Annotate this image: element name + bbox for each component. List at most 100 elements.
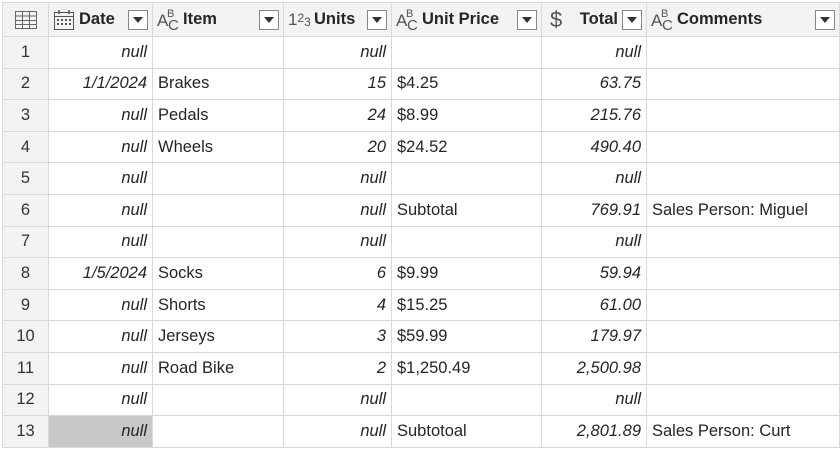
calendar-icon[interactable] [53,9,79,31]
cell-total[interactable]: null [541,225,647,259]
cell-unit-price[interactable] [391,383,542,417]
cell-total[interactable]: null [541,162,647,195]
cell-units[interactable]: 24 [283,99,392,132]
cell-units[interactable]: null [283,383,392,417]
cell-unit-price[interactable]: $15.25 [391,288,542,322]
cell-unit-price[interactable] [391,225,542,259]
row-number[interactable]: 6 [2,193,49,227]
row-number[interactable]: 1 [2,36,49,69]
cell-comments[interactable] [646,130,840,164]
cell-date[interactable]: null [48,320,153,353]
cell-unit-price[interactable]: $9.99 [391,257,542,290]
cell-unit-price[interactable]: Subtotal [391,193,542,227]
filter-dropdown-total[interactable] [622,9,642,30]
table-row[interactable]: 1 null null null [2,36,840,69]
cell-units[interactable]: 4 [283,288,392,322]
table-menu-button[interactable] [2,2,49,37]
cell-item[interactable]: Brakes [152,67,284,101]
filter-dropdown-unit-price[interactable] [517,9,537,30]
cell-units[interactable]: 6 [283,257,392,290]
cell-unit-price[interactable]: $8.99 [391,99,542,132]
cell-total[interactable]: 769.91 [541,193,647,227]
cell-total[interactable]: null [541,36,647,69]
cell-comments[interactable] [646,351,840,385]
cell-units[interactable]: null [283,193,392,227]
cell-comments[interactable]: Sales Person: Miguel [646,193,840,227]
filter-dropdown-comments[interactable] [815,9,835,30]
table-row[interactable]: 11 null Road Bike 2 $1,250.49 2,500.98 [2,351,840,385]
cell-total[interactable]: null [541,383,647,417]
cell-item[interactable]: Wheels [152,130,284,164]
cell-comments[interactable] [646,257,840,290]
table-row[interactable]: 13 null null Subtotoal 2,801.89 Sales Person:… [2,415,840,448]
cell-item[interactable] [152,36,284,69]
table-row[interactable]: 10 null Jerseys 3 $59.99 179.97 [2,320,840,353]
table-row[interactable]: 3 null Pedals 24 $8.99 215.76 [2,99,840,132]
cell-item[interactable]: Jerseys [152,320,284,353]
cell-item[interactable]: Socks [152,257,284,290]
table-row[interactable]: 7 null null null [2,225,840,259]
cell-units[interactable]: null [283,415,392,448]
cell-comments[interactable] [646,320,840,353]
cell-date[interactable]: null [48,415,153,448]
table-row[interactable]: 6 null null Subtotal 769.91 Sales Person: Mig… [2,193,840,227]
table-row[interactable]: 2 1/1/2024 Brakes 15 $4.25 63.75 [2,67,840,101]
row-number[interactable]: 5 [2,162,49,195]
cell-total[interactable]: 2,801.89 [541,415,647,448]
table-row[interactable]: 9 null Shorts 4 $15.25 61.00 [2,288,840,322]
cell-date[interactable]: null [48,193,153,227]
cell-item[interactable]: Road Bike [152,351,284,385]
cell-item[interactable] [152,415,284,448]
cell-units[interactable]: 20 [283,130,392,164]
table-row[interactable]: 4 null Wheels 20 $24.52 490.40 [2,130,840,164]
row-number[interactable]: 4 [2,130,49,164]
cell-date[interactable]: null [48,383,153,417]
cell-comments[interactable] [646,99,840,132]
cell-date[interactable]: null [48,130,153,164]
cell-comments[interactable] [646,162,840,195]
cell-item[interactable]: Pedals [152,99,284,132]
cell-units[interactable]: 3 [283,320,392,353]
cell-total[interactable]: 2,500.98 [541,351,647,385]
cell-units[interactable]: null [283,225,392,259]
cell-unit-price[interactable]: $4.25 [391,67,542,101]
column-header-total[interactable]: $ Total [541,2,647,37]
row-number[interactable]: 12 [2,383,49,417]
row-number[interactable]: 9 [2,288,49,322]
filter-dropdown-date[interactable] [128,9,148,30]
cell-unit-price[interactable]: Subtotoal [391,415,542,448]
cell-units[interactable]: 15 [283,67,392,101]
table-row[interactable]: 12 null null null [2,383,840,417]
cell-item[interactable] [152,383,284,417]
cell-comments[interactable] [646,288,840,322]
row-number[interactable]: 8 [2,257,49,290]
cell-item[interactable] [152,193,284,227]
row-number[interactable]: 2 [2,67,49,101]
cell-units[interactable]: null [283,162,392,195]
row-number[interactable]: 13 [2,415,49,448]
row-number[interactable]: 3 [2,99,49,132]
cell-date[interactable]: null [48,351,153,385]
cell-comments[interactable]: Sales Person: Curt [646,415,840,448]
cell-total[interactable]: 215.76 [541,99,647,132]
column-header-date[interactable]: Date [48,2,153,37]
cell-total[interactable]: 490.40 [541,130,647,164]
cell-item[interactable] [152,162,284,195]
cell-units[interactable]: null [283,36,392,69]
row-number[interactable]: 10 [2,320,49,353]
table-row[interactable]: 8 1/5/2024 Socks 6 $9.99 59.94 [2,257,840,290]
cell-date[interactable]: 1/5/2024 [48,257,153,290]
cell-comments[interactable] [646,36,840,69]
cell-comments[interactable] [646,225,840,259]
cell-comments[interactable] [646,67,840,101]
filter-dropdown-item[interactable] [259,9,279,30]
cell-unit-price[interactable]: $24.52 [391,130,542,164]
cell-total[interactable]: 61.00 [541,288,647,322]
cell-date[interactable]: null [48,288,153,322]
